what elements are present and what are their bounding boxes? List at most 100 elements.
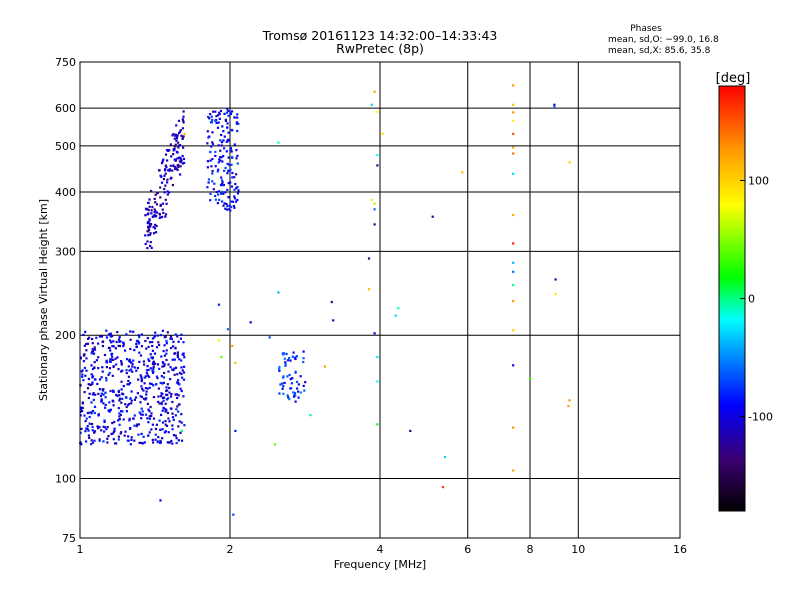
data-point [297, 383, 300, 386]
data-point [108, 401, 111, 404]
data-point [284, 363, 287, 366]
data-point [139, 401, 142, 404]
data-point [512, 146, 515, 149]
data-point [124, 403, 127, 406]
data-point [98, 438, 101, 441]
data-point [102, 425, 105, 428]
data-point [101, 345, 104, 348]
data-point [212, 110, 215, 113]
data-point [225, 111, 228, 114]
data-point [122, 418, 125, 421]
data-point [152, 365, 155, 368]
data-point [182, 395, 185, 398]
data-point [292, 391, 295, 394]
phases-title: Phases [630, 24, 662, 34]
data-point [218, 198, 221, 201]
data-point [140, 407, 143, 410]
data-point [127, 375, 130, 378]
data-point [88, 436, 91, 439]
data-point [97, 413, 100, 416]
data-point [236, 154, 239, 157]
data-point [104, 396, 107, 399]
data-point [182, 146, 185, 149]
data-point [157, 341, 160, 344]
data-point [91, 381, 94, 384]
data-point [151, 215, 154, 219]
data-point [180, 366, 183, 369]
y-tick-label: 400 [55, 186, 76, 199]
data-point [294, 357, 297, 361]
data-point [178, 420, 181, 423]
data-point [161, 215, 164, 218]
data-point [176, 335, 179, 338]
data-point [118, 394, 121, 397]
data-point [165, 393, 168, 396]
data-point [165, 386, 168, 389]
data-point [218, 158, 221, 161]
data-point [174, 346, 177, 349]
data-point [117, 435, 120, 438]
data-point [91, 441, 94, 444]
data-point [148, 233, 152, 236]
data-point [165, 349, 168, 352]
data-point [221, 160, 224, 163]
data-point [160, 181, 164, 184]
y-tick-label: 75 [62, 532, 76, 545]
data-point [183, 161, 186, 164]
data-point [136, 392, 139, 395]
data-point [282, 375, 285, 378]
data-point [174, 158, 177, 161]
data-point [112, 431, 115, 434]
data-point [229, 148, 232, 151]
data-point [143, 441, 146, 444]
data-point [81, 373, 84, 376]
data-point [120, 388, 123, 391]
data-point [144, 398, 147, 401]
y-axis-ticks: 75 100 200 300 400 500 600 750 [55, 56, 76, 545]
data-point [101, 389, 104, 392]
data-point [169, 143, 172, 146]
data-points [79, 84, 571, 516]
data-point [144, 413, 148, 416]
data-point [129, 347, 132, 351]
data-point [120, 360, 123, 363]
data-point [138, 351, 141, 354]
data-point [104, 403, 107, 407]
data-point [97, 356, 100, 359]
data-point [144, 387, 148, 390]
data-point [150, 189, 153, 193]
data-point [207, 178, 211, 181]
data-point [112, 438, 115, 441]
data-point [221, 125, 224, 128]
data-point [101, 370, 104, 373]
data-point [373, 202, 376, 205]
data-point [97, 392, 100, 395]
data-point [222, 155, 225, 158]
data-point [133, 349, 136, 352]
data-point [183, 132, 186, 135]
data-point [146, 402, 149, 405]
data-point [294, 400, 297, 403]
data-point [206, 130, 209, 133]
data-point [174, 414, 177, 417]
data-point [149, 244, 152, 247]
data-point [221, 200, 224, 203]
data-point [130, 390, 133, 393]
data-point [85, 349, 88, 352]
data-point [236, 192, 240, 195]
data-point [224, 166, 227, 169]
data-point [183, 424, 186, 427]
data-point [117, 407, 120, 410]
data-point [567, 405, 570, 408]
data-point [292, 351, 295, 354]
data-point [332, 319, 335, 322]
data-point [529, 377, 532, 380]
data-point [512, 284, 515, 287]
data-point [163, 187, 166, 191]
data-point [125, 369, 128, 372]
data-point [145, 208, 148, 211]
data-point [159, 334, 162, 337]
data-point [79, 356, 82, 359]
data-point [286, 394, 289, 397]
data-point [554, 278, 557, 281]
